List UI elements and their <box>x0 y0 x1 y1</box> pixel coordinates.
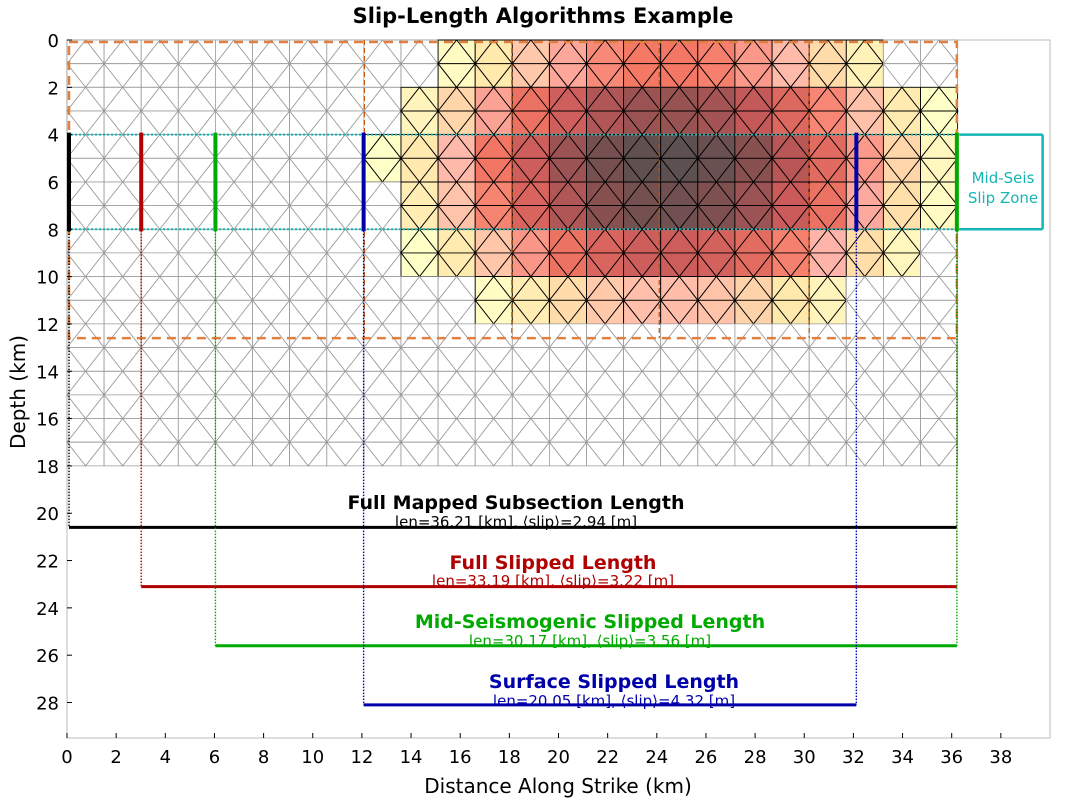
mesh-element <box>920 441 940 467</box>
y-tick-label: 22 <box>36 552 59 573</box>
full-slipped-stats: len=33.19 [km], ⟨slip⟩=3.22 [m] <box>432 572 674 590</box>
y-tick-label: 0 <box>48 31 59 52</box>
y-tick-label: 18 <box>36 457 59 478</box>
x-tick-label: 0 <box>61 747 72 768</box>
mesh-element <box>734 441 755 467</box>
y-tick-label: 4 <box>48 126 59 147</box>
mesh-element <box>938 441 958 467</box>
x-tick-label: 10 <box>301 747 324 768</box>
surface-title: Surface Slipped Length <box>489 671 739 693</box>
y-tick-label: 26 <box>36 646 59 667</box>
mesh-element <box>400 441 421 467</box>
mesh-element <box>549 441 569 467</box>
mid-seis-label-line1: Mid-Seis <box>972 169 1035 187</box>
mesh-element <box>103 441 124 467</box>
y-tick-label: 12 <box>36 315 59 336</box>
mid-seis-title: Mid-Seismogenic Slipped Length <box>415 611 765 633</box>
x-tick-label: 24 <box>645 747 668 768</box>
x-tick-label: 34 <box>891 747 914 768</box>
mesh-element <box>771 441 792 467</box>
mesh-element <box>808 441 829 467</box>
y-tick-label: 6 <box>48 173 59 194</box>
mesh-element <box>66 441 87 467</box>
y-tick-label: 10 <box>36 268 59 289</box>
x-tick-label: 32 <box>842 747 865 768</box>
mesh-element <box>660 441 681 467</box>
mesh-element <box>511 441 532 467</box>
x-tick-label: 26 <box>694 747 717 768</box>
y-tick-label: 14 <box>36 362 59 383</box>
x-tick-label: 28 <box>744 747 767 768</box>
surface-stats: len=20.05 [km], ⟨slip⟩=4.32 [m] <box>493 692 735 710</box>
y-tick-label: 2 <box>48 78 59 99</box>
mesh-element <box>697 441 718 467</box>
x-tick-label: 8 <box>258 747 269 768</box>
x-tick-label: 12 <box>350 747 373 768</box>
y-tick-label: 16 <box>36 410 59 431</box>
y-tick-label: 20 <box>36 504 59 525</box>
x-tick-label: 16 <box>449 747 472 768</box>
mesh-element <box>623 441 644 467</box>
x-tick-label: 6 <box>209 747 220 768</box>
mesh-element <box>437 441 458 467</box>
x-tick-label: 14 <box>400 747 423 768</box>
mid-seis-stats: len=30.17 [km], ⟨slip⟩=3.56 [m] <box>469 632 711 650</box>
full-slipped-title: Full Slipped Length <box>450 552 657 574</box>
full-mapped-title: Full Mapped Subsection Length <box>347 492 684 514</box>
mesh-element <box>845 441 866 467</box>
full-mapped-stats: len=36.21 [km], ⟨slip⟩=2.94 [m] <box>395 513 637 531</box>
mesh-element <box>252 441 272 467</box>
x-tick-label: 2 <box>110 747 121 768</box>
mesh-element <box>326 441 347 467</box>
fault-mesh <box>66 39 1051 739</box>
mid-seis-label-line2: Slip Zone <box>968 189 1038 207</box>
mesh-element <box>586 441 606 467</box>
length-lines <box>67 132 959 707</box>
x-tick-label: 30 <box>793 747 816 768</box>
x-tick-label: 38 <box>989 747 1012 768</box>
x-tick-label: 18 <box>498 747 521 768</box>
x-tick-label: 20 <box>547 747 570 768</box>
y-tick-label: 8 <box>48 220 59 241</box>
x-tick-label: 22 <box>596 747 619 768</box>
y-axis-label: Depth (km) <box>6 335 30 449</box>
x-axis-label: Distance Along Strike (km) <box>424 774 692 798</box>
y-tick-label: 28 <box>36 694 59 715</box>
mesh-element <box>289 441 310 467</box>
x-tick-label: 4 <box>160 747 171 768</box>
mesh-element <box>883 441 903 467</box>
x-tick-label: 36 <box>940 747 963 768</box>
mesh-element <box>177 441 198 467</box>
mesh-element <box>474 441 495 467</box>
chart-title: Slip-Length Algorithms Example <box>353 4 734 28</box>
y-tick-label: 24 <box>36 599 59 620</box>
axes: 0 2 4 6 8 10 12 14 16 18 20 22 24 26 28 30 32 34 36 3802468… <box>36 31 1012 768</box>
